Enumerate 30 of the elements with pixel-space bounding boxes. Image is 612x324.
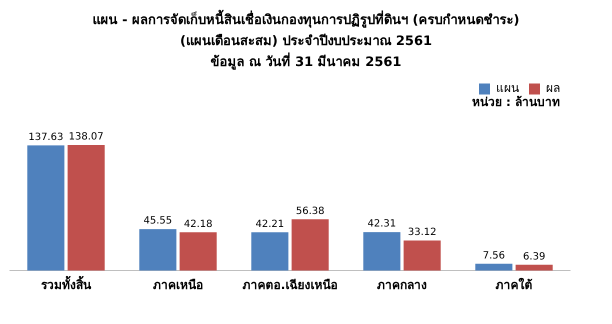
legend-label: ผล — [546, 81, 560, 96]
text: หน่วย : ล้านบาท — [472, 95, 560, 110]
bar — [139, 229, 176, 271]
bar — [404, 240, 441, 271]
data-label: 138.07 — [68, 132, 104, 143]
chart-title: แผน - ผลการจัดเก็บหนี้สินเชื่อเงินกองทุนการปฏิรูปที่ดินฯ (ครบกำหนดชำระ) — [92, 10, 520, 30]
data-label: 7.56 — [482, 250, 505, 262]
bar — [251, 232, 288, 271]
x-tick-label: ภาคตอ.เฉียงเหนือ — [242, 278, 338, 292]
bar — [27, 145, 64, 271]
data-label: 42.21 — [256, 218, 284, 230]
data-label: 33.12 — [408, 227, 436, 238]
x-tick-label: รวมทั้งสิ้น — [41, 274, 92, 292]
bar — [516, 264, 553, 271]
data-label: 45.55 — [144, 216, 172, 227]
legend-label: แผน — [496, 81, 519, 96]
data-label: 42.18 — [184, 218, 212, 230]
bar — [363, 232, 400, 271]
data-label: 6.39 — [523, 251, 546, 262]
data-label: 137.63 — [28, 132, 64, 143]
bar — [68, 144, 105, 271]
x-tick-label: ภาคใต้ — [496, 276, 532, 292]
data-label: 42.31 — [368, 218, 396, 230]
x-tick-label: ภาคเหนือ — [153, 278, 203, 292]
chart-subtitle: (แผนเดือนสะสม) ประจำปีงบประมาณ 2561 ข้อมูล ณ วันที่ 31 มีนาคม 2561 — [178, 32, 434, 72]
bar — [292, 219, 329, 271]
data-label: 56.38 — [296, 206, 324, 217]
bar — [475, 264, 512, 271]
x-tick-label: ภาคกลาง — [377, 278, 427, 292]
bar — [180, 232, 217, 271]
